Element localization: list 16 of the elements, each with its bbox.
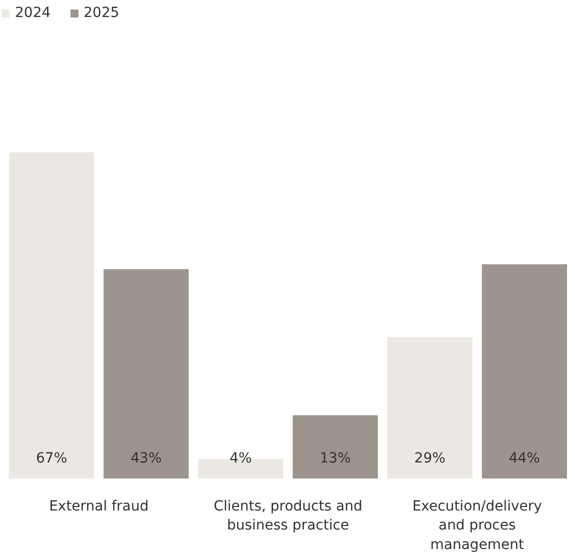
data-label: 13% <box>320 450 351 466</box>
x-tick-label: Clients, products and business practice <box>214 498 362 534</box>
legend-label: 2024 <box>15 5 51 21</box>
x-tick-label: External fraud <box>49 498 149 514</box>
bar <box>104 269 189 478</box>
x-tick-label: Execution/delivery and proces management <box>412 498 542 553</box>
data-label: 67% <box>36 450 68 466</box>
data-label: 44% <box>508 450 540 466</box>
data-label: 29% <box>414 450 446 466</box>
legend-label: 2025 <box>84 5 120 21</box>
bar <box>9 152 94 478</box>
data-label: 43% <box>130 450 162 466</box>
bar <box>482 264 567 478</box>
bar <box>387 337 472 478</box>
data-label: 4% <box>230 450 252 466</box>
bar <box>292 415 378 478</box>
